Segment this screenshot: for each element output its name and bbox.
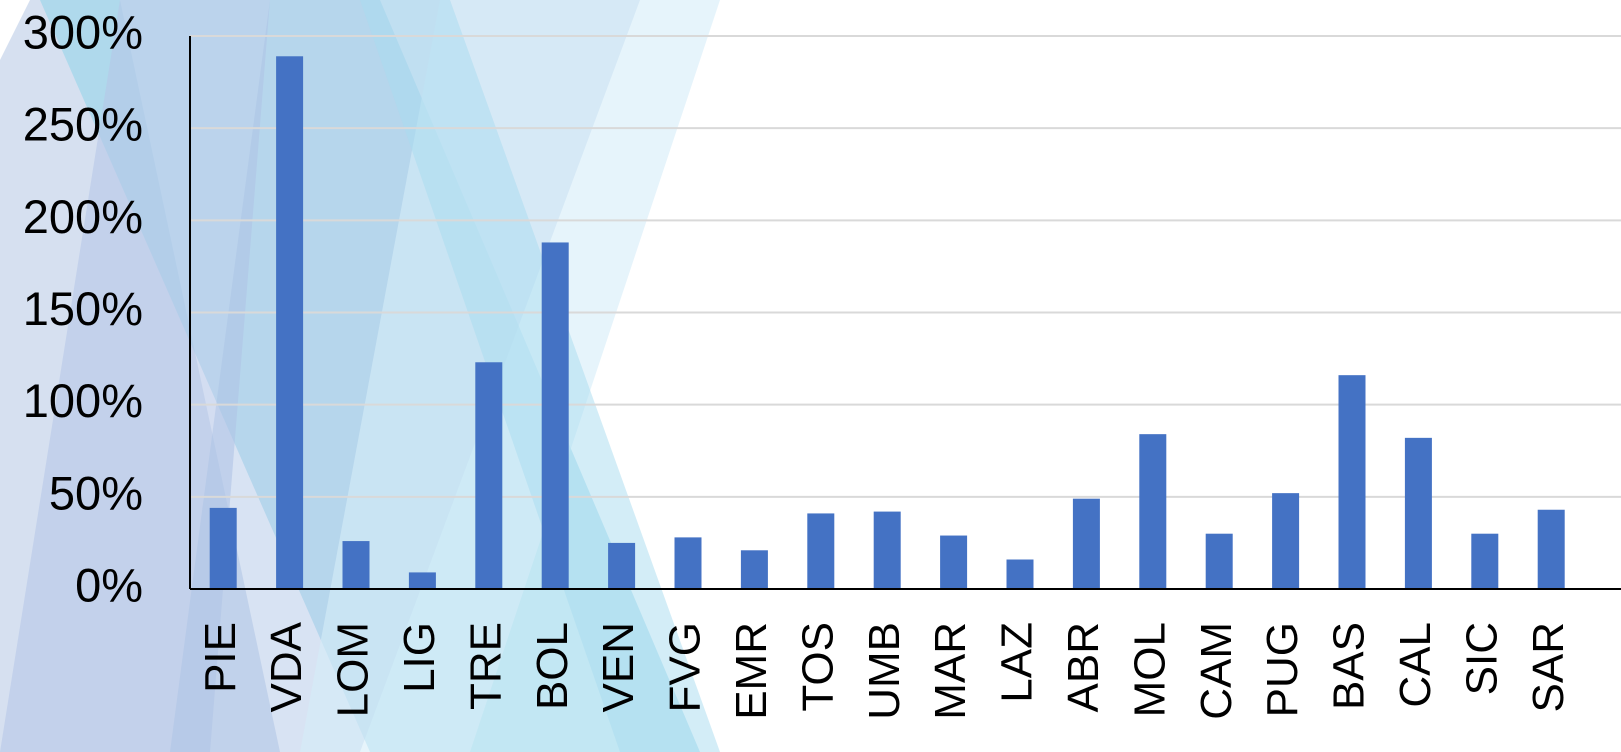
x-tick-label: CAM	[1192, 622, 1241, 720]
x-tick-label: MAR	[926, 622, 975, 720]
bar	[807, 513, 835, 589]
x-tick-label: LIG	[395, 622, 444, 693]
bar	[276, 56, 304, 589]
bar	[342, 541, 370, 589]
y-tick-label: 150%	[23, 282, 143, 335]
bar	[873, 511, 901, 589]
bar	[1338, 375, 1366, 589]
x-tick-label: BOL	[528, 622, 577, 710]
y-tick-label: 250%	[23, 98, 143, 151]
x-tick-label: EMR	[727, 622, 776, 720]
bar	[408, 572, 436, 589]
x-tick-label: PUG	[1258, 622, 1307, 717]
x-tick-label: CAL	[1391, 622, 1440, 708]
x-tick-label: VEN	[594, 622, 643, 712]
bar	[541, 242, 569, 589]
y-tick-label: 0%	[75, 558, 143, 611]
bar	[1404, 437, 1432, 589]
bar	[1471, 533, 1499, 589]
plot-area: 0% 50% 100% 150% 200% 250% 300% PIE VDA LOM LIG TRE…	[23, 5, 1621, 720]
y-tick-label: 50%	[49, 466, 143, 519]
x-tick-label: ABR	[1059, 622, 1108, 712]
bar	[1205, 533, 1233, 589]
bar	[1006, 559, 1034, 589]
x-tick-label: UMB	[860, 622, 909, 720]
bar	[209, 507, 237, 589]
x-tick-label: FVG	[661, 622, 710, 712]
x-tick-label: TOS	[793, 622, 842, 712]
x-tick-label: BAS	[1325, 622, 1374, 710]
x-tick-label: LOM	[329, 622, 378, 717]
x-tick-label: SIC	[1457, 622, 1506, 695]
x-tick-label: MOL	[1125, 622, 1174, 717]
y-tick-label: 100%	[23, 374, 143, 427]
bar	[740, 550, 768, 589]
bar	[608, 542, 636, 589]
x-tick-label: TRE	[461, 622, 510, 710]
x-tick-label: SAR	[1524, 622, 1573, 712]
y-tick-label: 200%	[23, 190, 143, 243]
bar	[674, 537, 702, 589]
bar	[1537, 509, 1565, 589]
x-tick-label: VDA	[262, 621, 311, 712]
bar	[475, 362, 503, 589]
x-tick-label: PIE	[196, 622, 245, 693]
bar	[1072, 498, 1100, 589]
bar	[1139, 434, 1167, 589]
bar	[940, 535, 968, 589]
bar	[1272, 493, 1300, 589]
x-tick-label: LAZ	[993, 622, 1042, 703]
y-tick-label: 300%	[23, 5, 143, 58]
